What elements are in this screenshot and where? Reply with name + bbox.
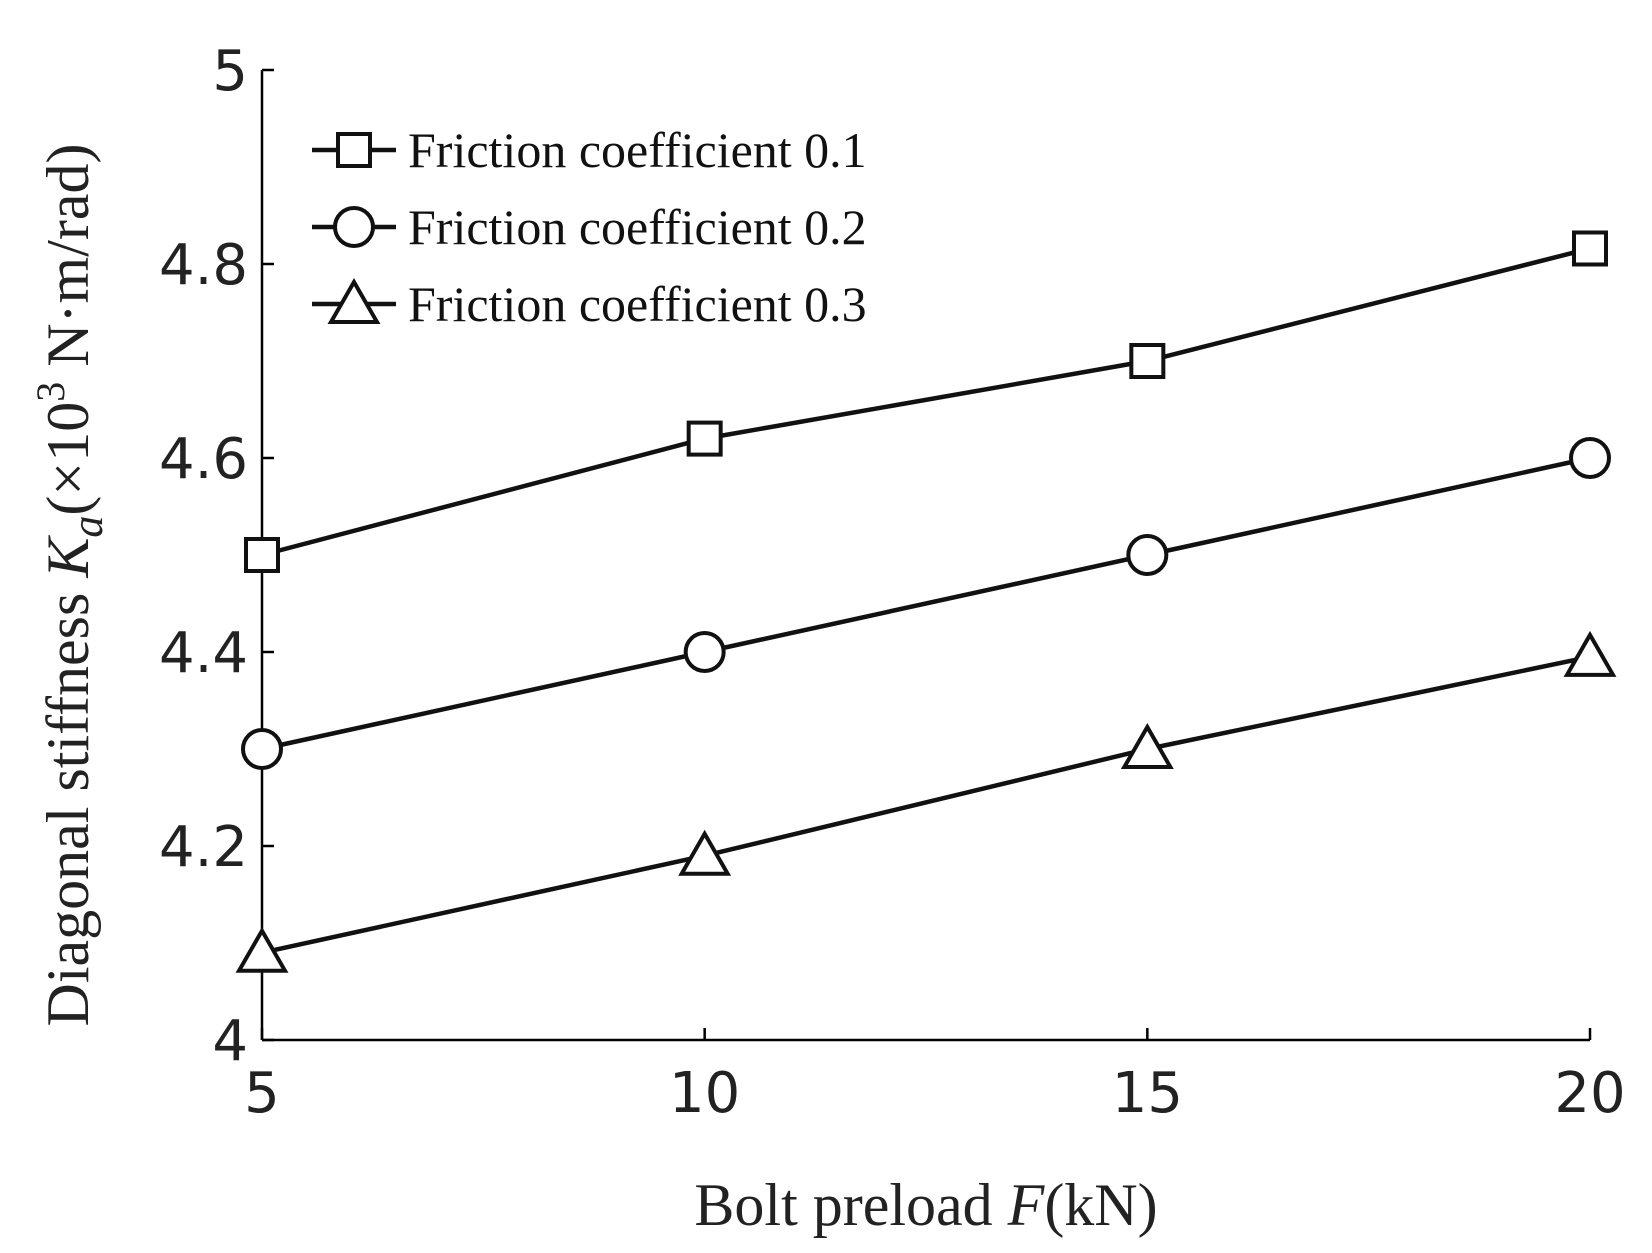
- y-tick-label: 4: [212, 1009, 248, 1074]
- data-point-triangle: [678, 829, 732, 876]
- series-2: [241, 437, 1611, 770]
- series-layer: [235, 230, 1617, 973]
- data-point-square: [1572, 230, 1608, 267]
- x-tick-label: 15: [1112, 1061, 1183, 1126]
- legend-label: Friction coefficient 0.1: [408, 122, 867, 178]
- series-line-3: [261, 654, 1591, 955]
- x-tick-label: 20: [1554, 1061, 1625, 1126]
- data-point-triangle: [1120, 722, 1174, 769]
- y-tick-label: 4.6: [159, 427, 248, 492]
- legend-marker-triangle: [327, 277, 381, 324]
- y-tick-label: 4.2: [159, 815, 248, 880]
- series-line-2: [261, 455, 1591, 752]
- y-tick-label: 4.4: [159, 621, 248, 686]
- series-3: [235, 630, 1617, 973]
- data-point-circle: [1126, 534, 1169, 576]
- data-point-triangle: [235, 926, 289, 973]
- y-tick-label: 5: [212, 39, 248, 104]
- legend-label: Friction coefficient 0.2: [408, 199, 867, 255]
- data-point-triangle: [1563, 630, 1617, 677]
- data-point-square: [1129, 343, 1166, 379]
- legend-entry: Friction coefficient 0.1: [312, 122, 867, 178]
- data-point-square: [686, 420, 723, 457]
- legend-entry: Friction coefficient 0.2: [312, 199, 867, 255]
- y-axis-label: Diagonal stiffness Ka(×103 N·m/rad): [28, 144, 112, 1027]
- x-ticks: 5 10 15 20: [244, 1028, 1626, 1126]
- data-point-circle: [241, 728, 283, 770]
- legend-marker-square: [336, 132, 372, 168]
- y-ticks: 4 4.2 4.4 4.6 4.8 5: [159, 39, 274, 1074]
- x-tick-label: 5: [244, 1061, 280, 1126]
- data-point-square: [244, 537, 280, 573]
- series-1: [244, 230, 1608, 573]
- data-point-circle: [1569, 437, 1611, 479]
- x-tick-label: 10: [669, 1061, 740, 1126]
- x-axis-label: Bolt preload F(kN): [694, 1172, 1157, 1238]
- series-line-1: [261, 246, 1591, 558]
- data-point-circle: [683, 631, 726, 673]
- legend: Friction coefficient 0.1 Friction coeffic…: [312, 122, 867, 332]
- legend-entry: Friction coefficient 0.3: [312, 276, 867, 332]
- legend-label: Friction coefficient 0.3: [408, 276, 867, 332]
- y-tick-label: 4.8: [159, 233, 248, 298]
- legend-marker-circle: [333, 206, 375, 248]
